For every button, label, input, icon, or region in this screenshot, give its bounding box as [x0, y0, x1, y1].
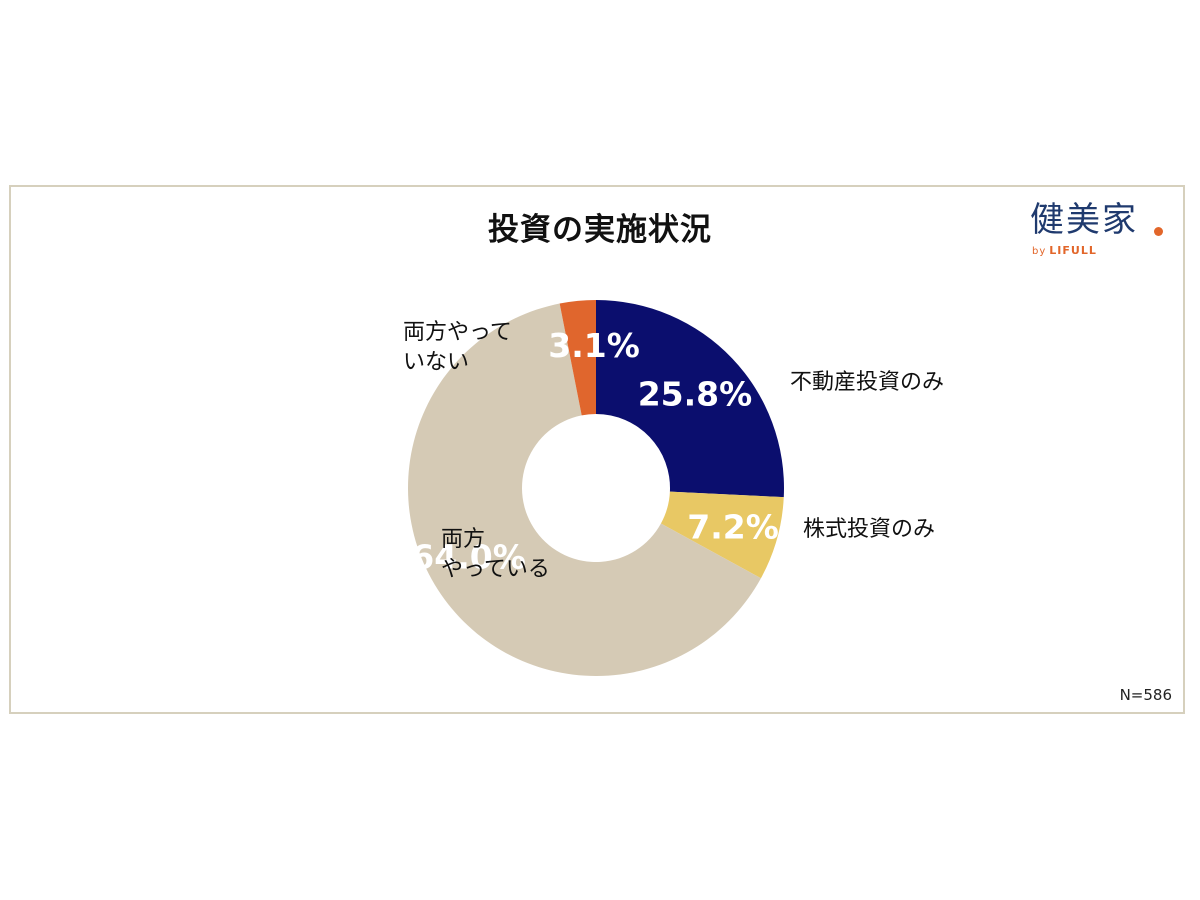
logo-sub: by LIFULL: [1032, 244, 1097, 257]
value-label-real-estate-only: 25.8%: [638, 375, 753, 414]
logo-brand-text: LIFULL: [1049, 244, 1097, 257]
slice-label-stocks-only: 株式投資のみ: [803, 517, 936, 542]
slice-label-both-line2: やっている: [441, 557, 550, 582]
chart-title: 投資の実施状況: [488, 212, 712, 248]
slice-both: [408, 303, 761, 676]
value-label-neither: 3.1%: [548, 326, 640, 365]
slice-label-both-line1: 両方: [441, 527, 486, 552]
slice-stocks-only: [660, 491, 784, 579]
slice-real-estate-only: [596, 300, 784, 498]
slice-neither: [559, 300, 596, 416]
value-label-both: 64.0%: [411, 537, 526, 576]
logo-dot-icon: [1154, 227, 1163, 236]
value-label-stocks-only: 7.2%: [687, 508, 779, 547]
slice-label-neither: 両方やって いない: [403, 318, 512, 378]
slice-label-neither-line1: 両方やって: [403, 320, 512, 345]
sample-size-note: N=586: [1119, 686, 1172, 704]
logo-by-text: by: [1032, 246, 1047, 257]
brand-logo: 健美家 by LIFULL: [1030, 200, 1170, 264]
slice-label-neither-line2: いない: [403, 350, 470, 375]
slice-label-real-estate-only: 不動産投資のみ: [790, 370, 945, 395]
slice-label-both: 両方 やっている: [441, 525, 550, 585]
logo-text: 健美家: [1030, 200, 1138, 240]
